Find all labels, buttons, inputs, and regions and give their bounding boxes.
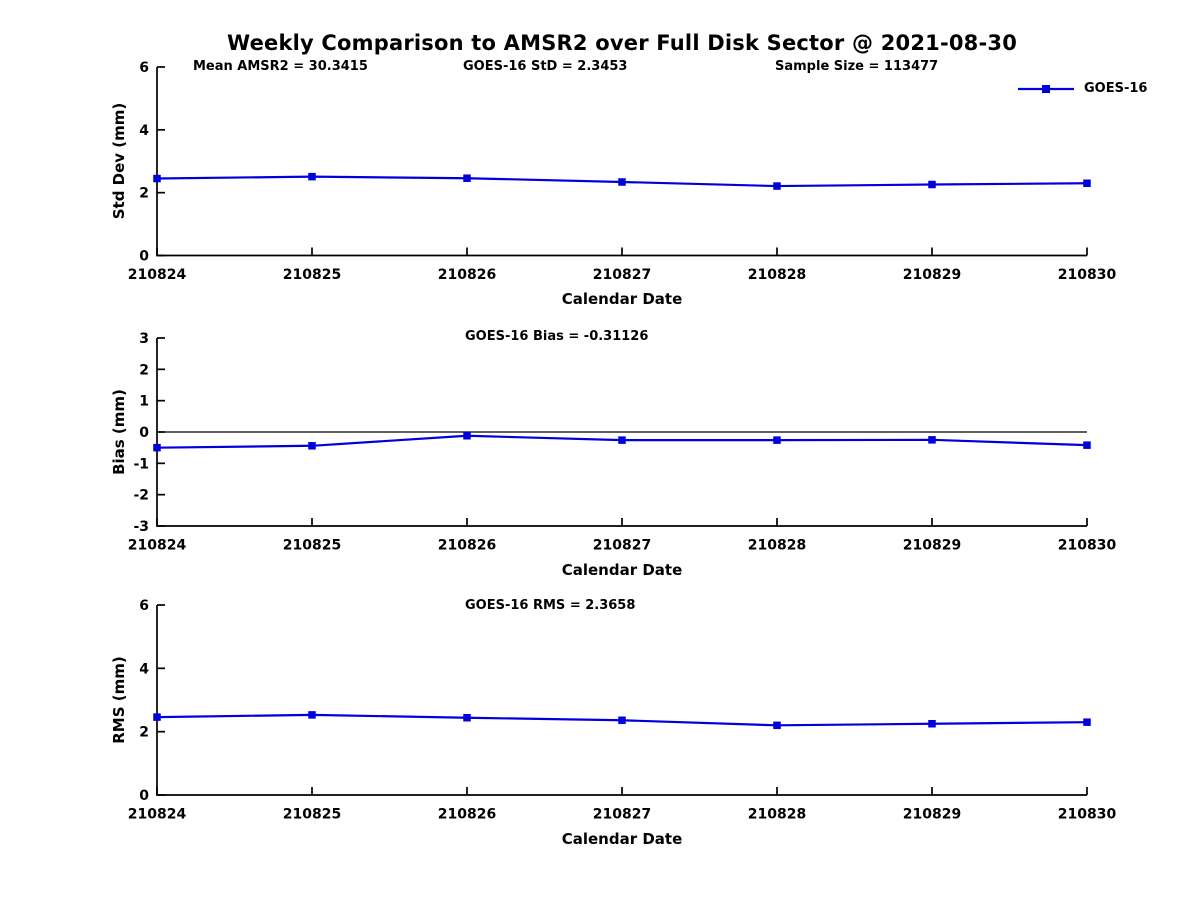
data-point-marker [1083,718,1091,726]
y-tick-label: 2 [139,725,149,741]
data-point-marker [928,720,936,728]
y-tick-label: 4 [139,661,149,677]
data-point-marker [773,436,781,444]
stat-mean-amsr2: Mean AMSR2 = 30.3415 [193,59,368,74]
legend-label: GOES-16 [1084,81,1148,96]
y-tick-label: -2 [133,488,149,504]
data-point-marker [463,174,471,182]
stat-goes16-bias: GOES-16 Bias = -0.31126 [465,329,649,344]
x-axis-label-std-dev: Calendar Date [561,290,683,308]
data-point-marker [1083,441,1091,449]
data-point-marker [463,432,471,440]
y-tick-label: 1 [139,394,149,410]
data-point-marker [153,443,161,452]
y-tick-label: 0 [139,249,149,265]
x-tick-label: 210824 [128,807,187,823]
y-axis-label-bias: Bias (mm) [110,389,128,475]
y-axis-label-rms: RMS (mm) [110,656,128,744]
data-point-marker [1083,179,1091,187]
y-tick-label: 6 [139,598,149,614]
y-tick-label: 0 [139,788,149,804]
x-tick-label: 210824 [128,267,187,283]
x-tick-label: 210830 [1058,538,1117,554]
legend: GOES-16 [1017,81,1147,96]
x-tick-label: 210826 [438,807,496,823]
x-tick-label: 210827 [593,807,651,823]
x-tick-label: 210824 [128,538,187,554]
x-tick-label: 210829 [903,807,961,823]
stat-goes16-rms: GOES-16 RMS = 2.3658 [465,598,636,613]
y-tick-label: -3 [133,519,149,535]
data-point-marker [308,442,316,450]
y-tick-label: 3 [139,331,149,347]
x-tick-label: 210827 [593,267,651,283]
data-point-marker [773,182,781,190]
data-point-marker [308,711,316,719]
y-tick-label: 2 [139,186,149,202]
data-point-marker [928,436,936,444]
y-axis-label-std-dev: Std Dev (mm) [110,102,128,220]
x-tick-label: 210827 [593,538,651,554]
data-point-marker [618,436,626,444]
x-tick-label: 210829 [903,267,961,283]
x-tick-label: 210825 [283,807,341,823]
y-tick-label: -1 [133,456,149,472]
x-tick-label: 210826 [438,267,496,283]
x-tick-label: 210826 [438,538,496,554]
y-tick-label: 4 [139,123,149,139]
y-tick-label: 6 [139,60,149,76]
x-tick-label: 210829 [903,538,961,554]
x-tick-label: 210828 [748,807,806,823]
x-tick-label: 210828 [748,538,806,554]
data-point-marker [308,172,316,181]
x-tick-label: 210825 [283,267,341,283]
y-tick-label: 2 [139,362,149,378]
x-tick-label: 210825 [283,538,341,554]
data-point-marker [153,713,161,721]
data-point-marker [618,716,626,725]
legend-line-marker-icon [1018,84,1074,93]
data-point-marker [928,180,936,189]
stat-sample-size: Sample Size = 113477 [775,59,939,74]
y-tick-label: 0 [139,425,149,441]
x-tick-label: 210828 [748,267,806,283]
data-point-marker [773,721,781,730]
figure-title: Weekly Comparison to AMSR2 over Full Dis… [226,31,1018,55]
data-point-marker [153,174,161,183]
data-point-marker [618,178,626,186]
x-axis-label-bias: Calendar Date [561,561,683,579]
x-axis-label-rms: Calendar Date [561,830,683,848]
x-tick-label: 210830 [1058,267,1117,283]
x-tick-label: 210830 [1058,807,1117,823]
stat-goes16-std: GOES-16 StD = 2.3453 [463,59,628,74]
data-point-marker [463,713,471,722]
